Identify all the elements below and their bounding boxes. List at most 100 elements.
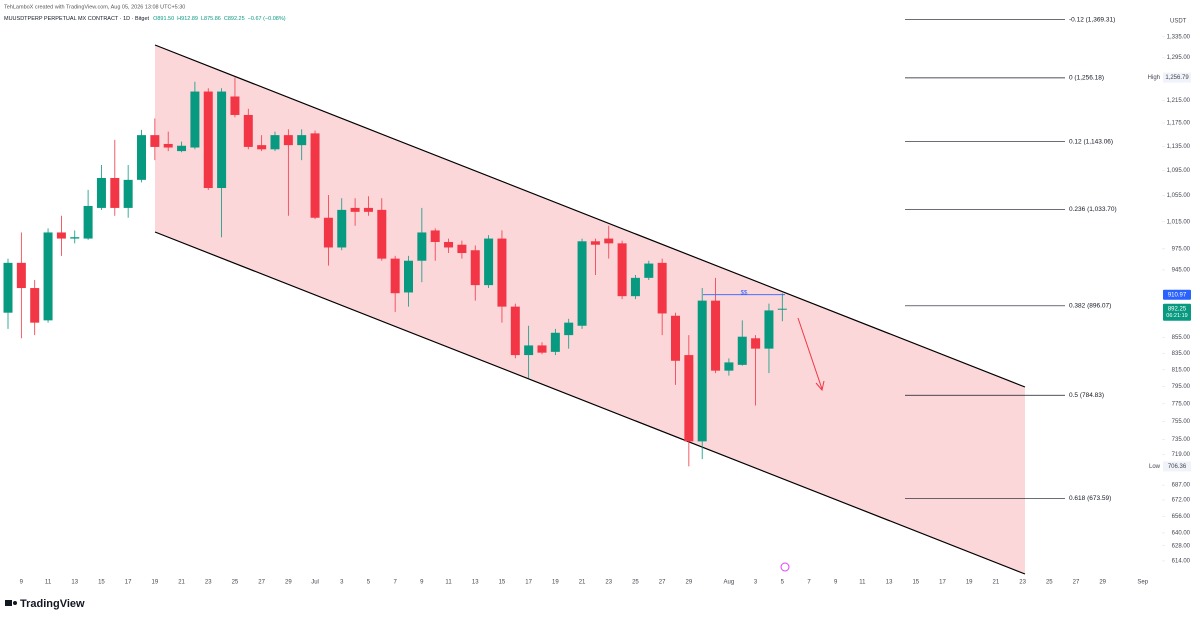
candle-body [150, 135, 160, 147]
candle-body [323, 217, 333, 248]
x-tick-label: 9 [834, 580, 838, 586]
candle-body [430, 230, 440, 242]
x-tick-label: 15 [98, 580, 105, 586]
candle-body [470, 250, 480, 286]
candle-body [550, 332, 560, 352]
y-tick-label: 975.00 [1172, 246, 1191, 252]
x-tick-label: 25 [1046, 580, 1053, 586]
candle-body [684, 355, 694, 442]
candle-body [377, 209, 387, 259]
y-tick-label: 1,135.00 [1167, 144, 1191, 150]
legend-change: −0.67 (−0.08%) [248, 16, 286, 22]
candle-body [123, 179, 133, 208]
x-tick-label: 13 [886, 580, 893, 586]
channel-fill [155, 45, 1025, 574]
y-tick-label: 1,015.00 [1167, 219, 1191, 225]
candle-body [457, 244, 467, 254]
x-tick-label: 21 [178, 580, 185, 586]
y-tick-label: 640.00 [1172, 531, 1191, 537]
high-marker-box [1163, 72, 1191, 83]
y-tick-label: 1,095.00 [1167, 168, 1191, 174]
x-tick-label: 11 [45, 580, 52, 586]
fib-label: 0.382 (896.07) [1069, 303, 1111, 310]
candle-body [16, 262, 26, 289]
fib-label: -0.12 (1,369.31) [1069, 16, 1115, 23]
x-tick-label: 13 [472, 580, 479, 586]
x-tick-label: 9 [20, 580, 24, 586]
last-price-box [1163, 303, 1191, 321]
candle-body [751, 338, 761, 349]
legend-close: C892.25 [224, 16, 245, 22]
candle-body [404, 260, 413, 293]
y-tick-label: 1,215.00 [1167, 98, 1191, 104]
candle-body [243, 114, 253, 147]
alert-price-label: 910.97 [1168, 292, 1187, 298]
candle-body [630, 277, 640, 297]
x-tick-label: 3 [340, 580, 344, 586]
candle-body [163, 143, 173, 148]
x-tick-label: 17 [525, 580, 532, 586]
candle-body [110, 177, 120, 208]
x-tick-label: 23 [205, 580, 212, 586]
candle-body [83, 205, 93, 239]
candle-body [310, 133, 320, 218]
x-tick-label: 11 [445, 580, 452, 586]
last-price-label: 892.25 [1168, 306, 1187, 312]
low-marker-box [1163, 461, 1191, 472]
candle-body [56, 232, 66, 239]
candle-body [70, 237, 80, 239]
candle-body [337, 209, 347, 248]
channel-upper [154, 44, 1026, 388]
x-tick-label: Sep [1137, 580, 1148, 586]
candle-body [510, 306, 520, 356]
x-tick-label: 3 [754, 580, 758, 586]
alert-price-box [1163, 289, 1191, 300]
x-tick-label: 23 [1019, 580, 1026, 586]
candle-body [524, 345, 534, 356]
candle-body [3, 262, 13, 313]
candle-body [590, 241, 600, 245]
candle-body [604, 238, 614, 244]
candle-body [217, 91, 227, 189]
y-tick-label: 672.00 [1172, 498, 1191, 504]
candle-body [43, 232, 53, 321]
candle-body [697, 300, 707, 442]
projection-arrow [797, 317, 825, 392]
y-tick-label: 945.00 [1172, 268, 1191, 274]
x-tick-label: 11 [859, 580, 866, 586]
candle-body [177, 145, 187, 152]
candle-body [497, 238, 507, 307]
x-tick-label: 13 [71, 580, 78, 586]
high-marker-text: High [1148, 75, 1160, 81]
x-tick-label: Jul [311, 580, 319, 586]
y-tick-label: 1,175.00 [1167, 121, 1191, 127]
x-tick-label: 25 [632, 580, 639, 586]
candle-body [257, 145, 267, 150]
candle-body [363, 207, 373, 212]
legend-low: L875.86 [201, 16, 221, 22]
x-tick-label: 19 [152, 580, 159, 586]
candle-body [764, 310, 774, 349]
low-marker-label: 706.36 [1168, 464, 1187, 470]
fib-label: 0.236 (1,033.70) [1069, 206, 1117, 213]
x-tick-label: 25 [232, 580, 239, 586]
y-tick-label: 835.00 [1172, 351, 1191, 357]
y-tick-label: 1,335.00 [1167, 34, 1191, 40]
candle-body [777, 308, 787, 310]
candle-body [724, 362, 734, 371]
fib-label: 0.618 (673.59) [1069, 495, 1111, 502]
brand: TradingView [20, 598, 85, 610]
countdown-label: 06:21:19 [1166, 313, 1187, 319]
x-tick-label: 5 [781, 580, 785, 586]
y-tick-label: 855.00 [1172, 335, 1191, 341]
y-tick-label: 1,295.00 [1167, 55, 1191, 61]
y-tick-label: 628.00 [1172, 543, 1191, 549]
x-tick-label: 7 [807, 580, 811, 586]
candle-body [350, 207, 360, 212]
y-tick-label: 735.00 [1172, 437, 1191, 443]
legend-open: O891.50 [153, 16, 174, 22]
y-tick-label: 815.00 [1172, 367, 1191, 373]
y-tick-label: 795.00 [1172, 384, 1191, 390]
candle-body [190, 91, 200, 148]
